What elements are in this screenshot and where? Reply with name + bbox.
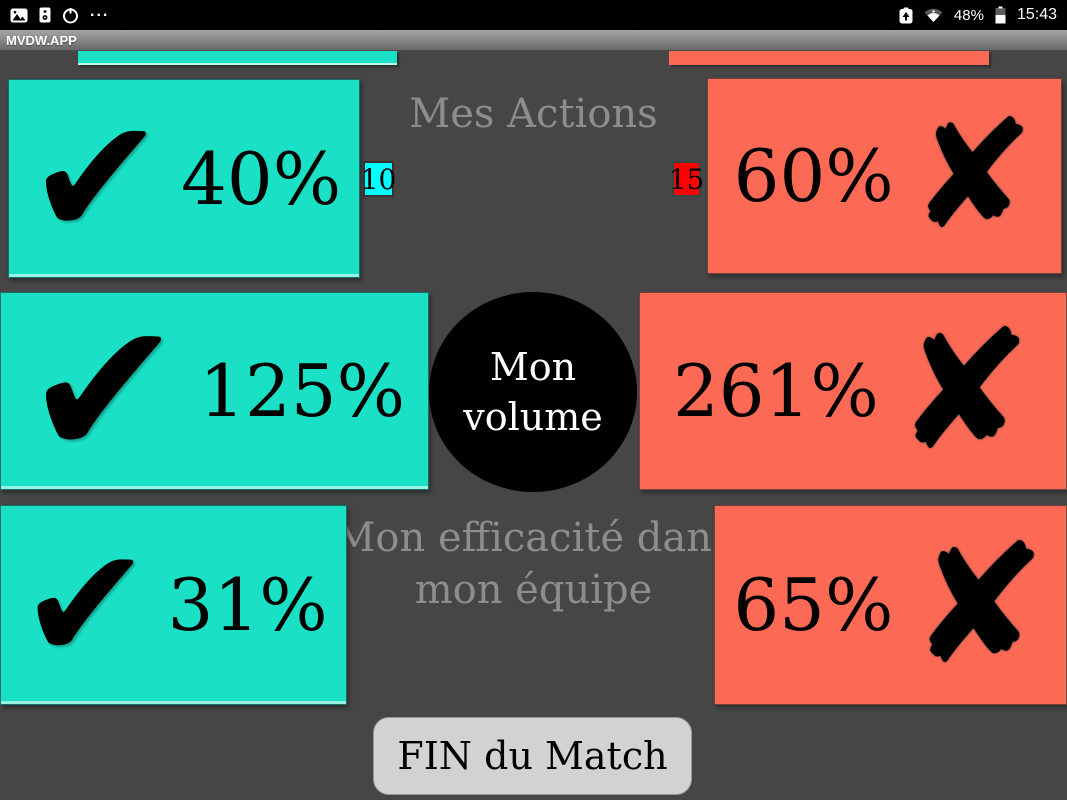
clock-label: 15:43: [1016, 6, 1057, 23]
efficiency-section-title: Mon efficacité dans mon équipe: [0, 512, 1067, 616]
volume-section-title: Mon volume: [429, 292, 637, 492]
cross-icon: ✘: [894, 294, 1034, 487]
volume-success-percent: 125%: [199, 349, 406, 433]
actions-success-tile[interactable]: ✔ 40%: [8, 79, 360, 278]
cross-icon: ✘: [909, 89, 1036, 263]
speaker-icon: [39, 7, 51, 23]
overflow-ellipsis-icon: ...: [90, 3, 110, 20]
efficiency-fail-percent: 65%: [733, 563, 894, 647]
efficiency-success-tile[interactable]: ✔ 31%: [0, 505, 347, 705]
top-success-strip[interactable]: [78, 51, 397, 65]
end-match-button[interactable]: FIN du Match: [373, 717, 692, 795]
efficiency-title-line2: mon équipe: [414, 567, 653, 613]
battery-icon: [995, 6, 1006, 24]
efficiency-title-line1: Mon efficacité dans: [334, 515, 733, 561]
actions-success-percent: 40%: [181, 136, 342, 221]
actions-fail-tile[interactable]: 60% ✘: [707, 78, 1062, 274]
app-bar: MVDW.APP: [0, 30, 1067, 51]
actions-fail-percent: 60%: [733, 134, 894, 218]
volume-title-line2: volume: [463, 395, 603, 439]
actions-success-count-badge: 10: [360, 161, 397, 197]
photo-icon: [10, 8, 28, 22]
wifi-icon: [924, 8, 943, 22]
check-icon: ✔: [19, 513, 152, 697]
check-icon: ✔: [23, 280, 184, 501]
battery-saver-icon: [899, 7, 913, 23]
status-bar: ... 48% 15:43: [0, 0, 1067, 30]
volume-success-tile[interactable]: ✔ 125%: [0, 292, 429, 490]
end-match-button-label: FIN du Match: [397, 734, 668, 778]
battery-percent-label: 48%: [953, 6, 984, 24]
volume-title-line1: Mon: [489, 345, 577, 389]
efficiency-fail-tile[interactable]: 65% ✘: [714, 505, 1067, 705]
volume-fail-tile[interactable]: 261% ✘: [639, 292, 1067, 490]
cross-icon: ✘: [909, 508, 1048, 701]
efficiency-success-percent: 31%: [167, 563, 328, 647]
actions-section-title: Mes Actions: [409, 91, 658, 137]
status-bar-left: ...: [10, 3, 110, 24]
check-icon: ✔: [26, 82, 166, 274]
volume-fail-percent: 261%: [672, 349, 879, 433]
actions-fail-count-badge: 15: [668, 161, 705, 197]
power-icon: [63, 6, 78, 23]
top-fail-strip[interactable]: [669, 51, 989, 65]
app-title: MVDW.APP: [6, 32, 77, 48]
status-bar-right: 48% 15:43: [899, 6, 1057, 24]
